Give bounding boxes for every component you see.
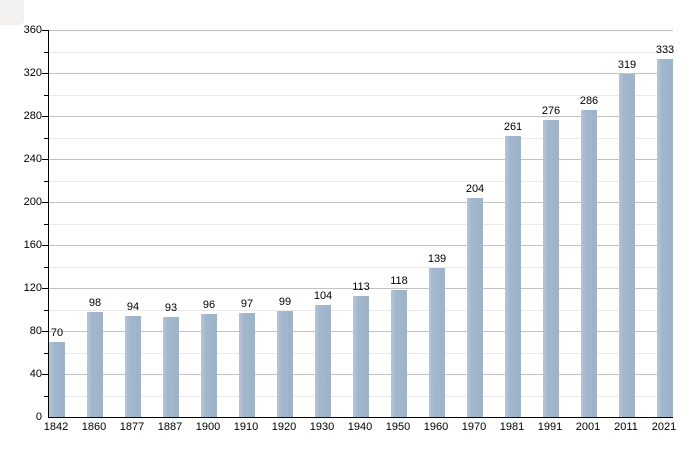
- y-tick-label: 360: [23, 24, 42, 36]
- major-gridline: [49, 116, 673, 117]
- bar: [163, 317, 179, 417]
- bar-value-label: 96: [202, 299, 216, 311]
- bar-value-label: 104: [313, 290, 333, 302]
- bar-value-label: 286: [579, 95, 599, 107]
- bar: [391, 290, 407, 417]
- x-tick-label: 1991: [537, 421, 563, 433]
- y-tick-label: 200: [23, 196, 42, 208]
- minor-gridline: [49, 267, 673, 268]
- bar: [429, 268, 445, 417]
- y-tick-label: 240: [23, 153, 42, 165]
- x-tick-label: 2021: [651, 421, 677, 433]
- major-gridline: [49, 245, 673, 246]
- bar-value-label: 204: [465, 183, 485, 195]
- x-tick-label: 1860: [81, 421, 107, 433]
- x-axis-labels: 1842 1860 1877 1887 1900 1910 1920 1930 1940 1950…: [44, 421, 676, 437]
- y-tick-label: 320: [23, 67, 42, 79]
- bar: [657, 59, 673, 417]
- bar-value-label: 93: [164, 302, 178, 314]
- y-tick-label: 120: [23, 282, 42, 294]
- y-tick-label: 40: [29, 368, 42, 380]
- bar: [49, 342, 65, 417]
- bar: [353, 296, 369, 417]
- y-tick-label: 80: [29, 325, 42, 337]
- bar-value-label: 276: [541, 105, 561, 117]
- plot-area: 70 98 94 93 96 97 99 104 113 118 139 204 261 276 286 31…: [42, 30, 675, 418]
- bar: [125, 316, 141, 417]
- x-tick-label: 1887: [157, 421, 183, 433]
- y-axis-tick: [42, 374, 48, 375]
- y-axis-tick: [44, 224, 48, 225]
- x-tick-label: 1920: [271, 421, 297, 433]
- x-tick-label: 1950: [385, 421, 411, 433]
- bar: [201, 314, 217, 417]
- y-axis-tick: [42, 331, 48, 332]
- x-tick-label: 1842: [43, 421, 69, 433]
- y-tick-label: 280: [23, 110, 42, 122]
- bar-value-label: 94: [126, 301, 140, 313]
- y-axis-tick: [42, 159, 48, 160]
- x-tick-label: 1930: [309, 421, 335, 433]
- y-tick-label: 0: [35, 411, 42, 423]
- bar-value-label: 97: [240, 298, 254, 310]
- y-axis-tick: [42, 116, 48, 117]
- minor-gridline: [49, 224, 673, 225]
- bar: [239, 313, 255, 417]
- bar: [619, 74, 635, 417]
- major-gridline: [49, 288, 673, 289]
- y-axis-tick: [44, 95, 48, 96]
- minor-gridline: [49, 181, 673, 182]
- bar-value-label: 113: [352, 281, 370, 293]
- bar-value-label: 118: [390, 275, 408, 287]
- y-axis-tick: [42, 73, 48, 74]
- minor-gridline: [49, 95, 673, 96]
- bar: [315, 305, 331, 417]
- bar-value-label: 70: [50, 327, 64, 339]
- y-tick-label: 160: [23, 239, 42, 251]
- y-axis-tick: [44, 138, 48, 139]
- bar-value-label: 261: [503, 121, 523, 133]
- major-gridline: [49, 30, 673, 31]
- y-axis-tick: [44, 396, 48, 397]
- x-tick-label: 1981: [499, 421, 525, 433]
- minor-gridline: [49, 138, 673, 139]
- major-gridline: [49, 159, 673, 160]
- bar-value-label: 319: [617, 59, 637, 71]
- bar-value-label: 333: [655, 44, 675, 56]
- y-axis-tick: [44, 353, 48, 354]
- corner-artifact: [0, 0, 24, 25]
- y-axis-labels: 0 40 80 120 160 200 240 280 320 360: [0, 24, 42, 423]
- minor-gridline: [49, 52, 673, 53]
- y-axis-tick: [44, 310, 48, 311]
- major-gridline: [49, 202, 673, 203]
- y-axis-tick: [44, 181, 48, 182]
- bar: [543, 120, 559, 417]
- y-axis-tick: [42, 202, 48, 203]
- bar-value-label: 139: [427, 253, 447, 265]
- y-axis-tick: [42, 30, 48, 31]
- x-tick-label: 2001: [575, 421, 601, 433]
- bar: [277, 311, 293, 417]
- x-tick-label: 1960: [423, 421, 449, 433]
- bar: [467, 198, 483, 417]
- y-axis-tick: [44, 267, 48, 268]
- x-tick-label: 1970: [461, 421, 487, 433]
- bar-value-label: 98: [88, 297, 102, 309]
- y-axis-tick: [42, 245, 48, 246]
- x-tick-label: 1910: [233, 421, 259, 433]
- y-axis-tick: [44, 52, 48, 53]
- bar: [87, 312, 103, 417]
- bar-value-label: 99: [278, 296, 292, 308]
- y-axis-tick: [42, 288, 48, 289]
- major-gridline: [49, 73, 673, 74]
- bar: [581, 110, 597, 417]
- x-tick-label: 1900: [195, 421, 221, 433]
- bar: [505, 136, 521, 417]
- x-tick-label: 1940: [347, 421, 373, 433]
- x-tick-label: 2011: [614, 421, 638, 433]
- x-tick-label: 1877: [119, 421, 145, 433]
